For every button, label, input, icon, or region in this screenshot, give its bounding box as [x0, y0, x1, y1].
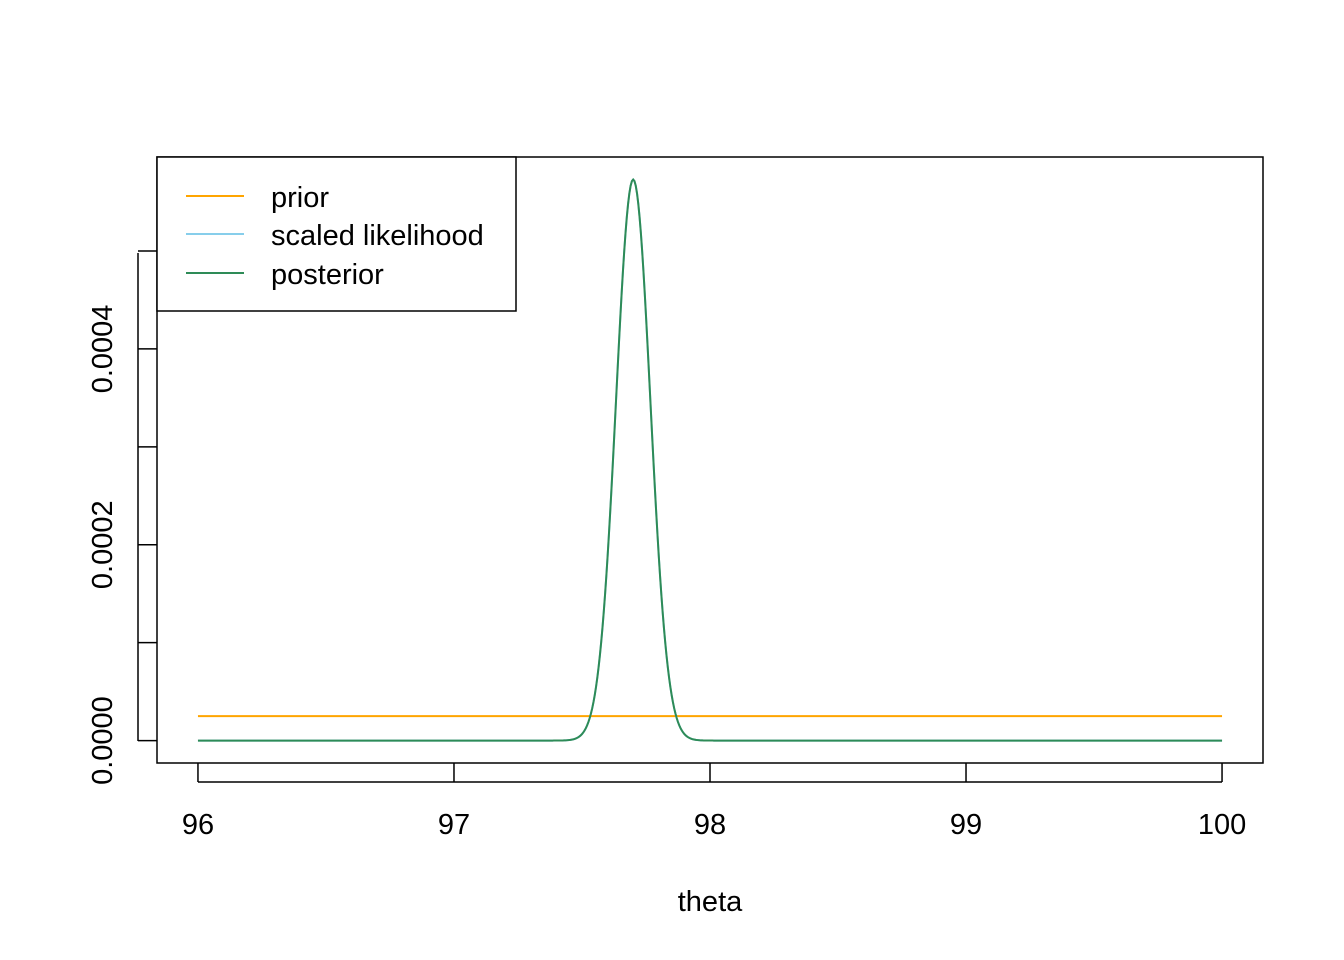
y-tick-label: 0.0000	[87, 696, 119, 785]
legend-label-prior: prior	[271, 182, 329, 214]
x-tick-label: 96	[182, 809, 214, 841]
legend-label-posterior: posterior	[271, 259, 384, 291]
x-tick-label: 98	[694, 809, 726, 841]
series-line-posterior	[197, 177, 1223, 742]
x-axis: 96 97 98 99 100	[182, 763, 1246, 841]
x-axis-title: theta	[678, 886, 743, 918]
x-tick-label: 99	[950, 809, 982, 841]
y-axis: 0.0000 0.0002 0.0004	[87, 250, 157, 785]
x-tick-label: 97	[438, 809, 470, 841]
y-tick-label: 0.0004	[87, 305, 119, 394]
legend: prior scaled likelihood posterior	[156, 156, 517, 312]
x-tick-label: 100	[1198, 809, 1246, 841]
series-layer	[197, 177, 1223, 742]
legend-label-scaled-likelihood: scaled likelihood	[271, 220, 484, 252]
y-tick-label: 0.0002	[87, 500, 119, 589]
